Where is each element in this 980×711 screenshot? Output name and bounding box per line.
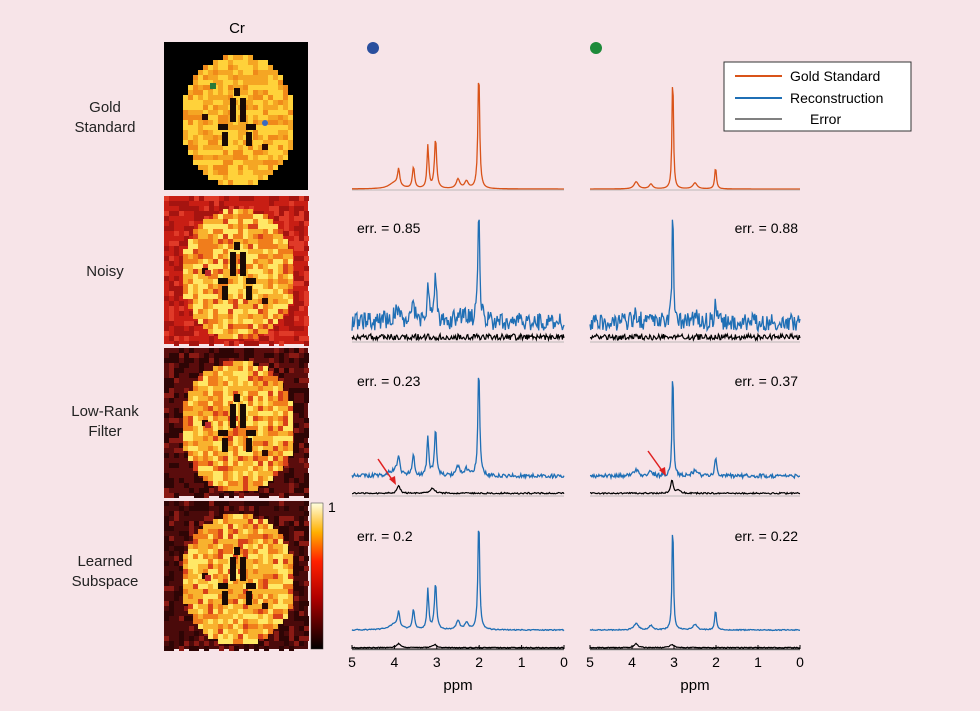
- err-learned-left: err. = 0.2: [357, 528, 413, 544]
- tick-label-c0-4: 1: [518, 654, 526, 670]
- legend: Gold Standard Reconstruction Error: [723, 61, 912, 132]
- tick-label-c1-4: 1: [754, 654, 762, 670]
- xaxis-label-c1: ppm: [680, 677, 709, 694]
- gold-spectrum-r0-c1: [590, 87, 800, 190]
- err-lowrank-right: err. = 0.37: [735, 373, 799, 389]
- tick-label-c1-1: 4: [628, 654, 636, 670]
- brain-learned: [164, 501, 309, 651]
- tick-label-c1-0: 5: [586, 654, 594, 670]
- err-lowrank-left: err. = 0.23: [357, 373, 421, 389]
- legend-error: Error: [810, 111, 841, 127]
- brain-lowrank: [164, 348, 309, 498]
- recon-spectrum-r3-c0: [351, 530, 565, 632]
- column-title: Cr: [229, 20, 245, 37]
- tick-label-c1-5: 0: [796, 654, 804, 670]
- recon-spectrum-r3-c1: [589, 534, 801, 632]
- legend-gold-standard: Gold Standard: [790, 68, 880, 84]
- tick-label-c0-1: 4: [391, 654, 399, 670]
- error-trace-r3-c0: [351, 642, 565, 649]
- tick-label-c0-0: 5: [348, 654, 356, 670]
- row-label-gold-standard: Gold Standard: [74, 99, 136, 136]
- tick-label-c0-3: 2: [475, 654, 483, 670]
- row-label-learned-subspace: Learned Subspace: [71, 553, 139, 590]
- error-trace-r1-c0: [351, 332, 565, 343]
- tick-label-c0-5: 0: [560, 654, 568, 670]
- ppm-axes: 5 4 3 2 1 0 ppm 5 4 3 2 1 0 ppm: [348, 645, 804, 694]
- colorbar: 1: [310, 499, 336, 650]
- legend-reconstruction: Reconstruction: [790, 90, 883, 106]
- err-noisy-right: err. = 0.88: [735, 220, 799, 236]
- row-label-noisy: Noisy: [86, 263, 124, 280]
- error-trace-r2-c1: [590, 479, 801, 496]
- xaxis-label-c0: ppm: [443, 677, 472, 694]
- err-noisy-left: err. = 0.85: [357, 220, 421, 236]
- brain-noisy: [164, 196, 309, 346]
- error-trace-r1-c1: [589, 331, 801, 342]
- blue-voxel-marker: [367, 42, 379, 54]
- green-voxel-marker: [590, 42, 602, 54]
- err-learned-right: err. = 0.22: [735, 528, 799, 544]
- gold-spectrum-r0-c0: [352, 82, 564, 190]
- row-label-low-rank-filter: Low-Rank Filter: [71, 403, 139, 440]
- recon-spectrum-r2-c0: [351, 377, 565, 480]
- brain-gold: [164, 42, 308, 190]
- tick-label-c1-2: 3: [670, 654, 678, 670]
- brain-images: [164, 42, 309, 651]
- error-trace-r3-c1: [589, 642, 801, 649]
- spectra: [351, 82, 801, 651]
- recon-spectrum-r1-c0: [351, 219, 565, 331]
- recon-spectrum-r2-c1: [589, 381, 800, 481]
- error-trace-r2-c0: [352, 484, 565, 495]
- colorbar-max-label: 1: [328, 499, 336, 515]
- tick-label-c0-2: 3: [433, 654, 441, 670]
- tick-label-c1-3: 2: [712, 654, 720, 670]
- red-arrow-left: [377, 458, 396, 485]
- red-arrow-right: [647, 450, 666, 476]
- recon-spectrum-r1-c1: [589, 219, 801, 334]
